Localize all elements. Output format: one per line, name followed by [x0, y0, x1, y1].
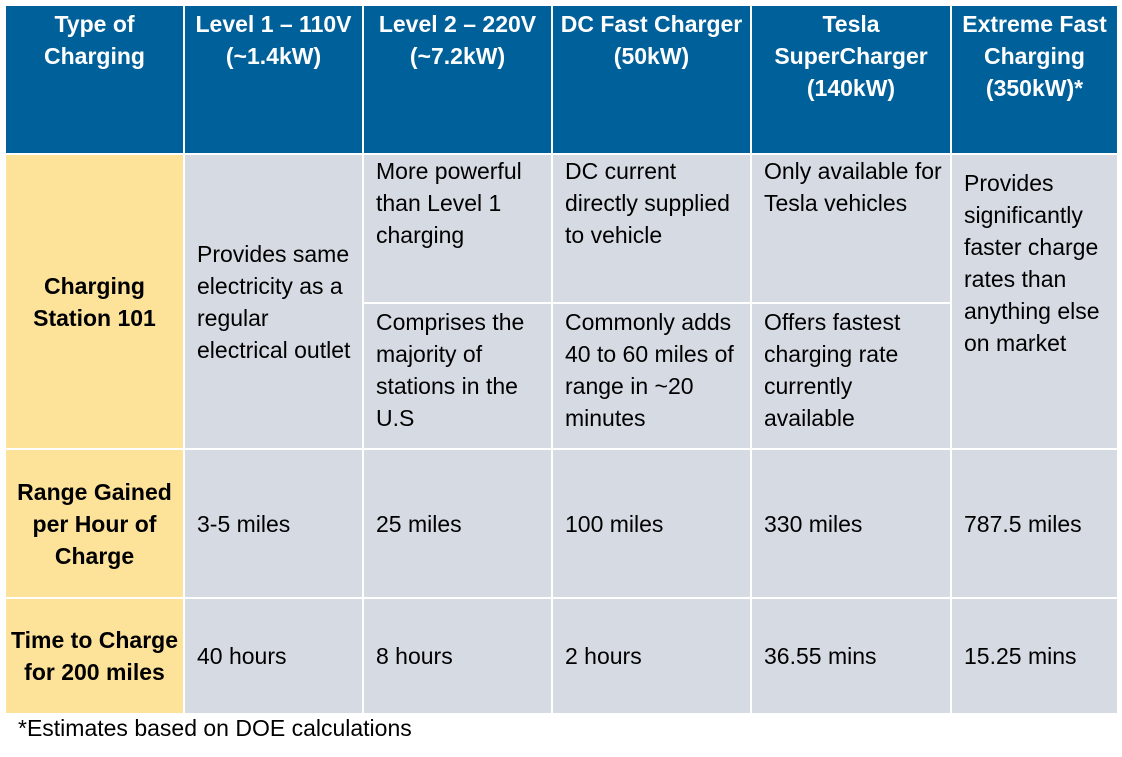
header-type-of-charging: Type of Charging: [4, 4, 185, 155]
cell-time-level-2: 8 hours: [362, 597, 553, 715]
table-row: Range Gained per Hour of Charge 3-5 mile…: [4, 448, 1119, 599]
cell-extreme-station: Provides significantly faster charge rat…: [950, 153, 1119, 450]
table-row: Time to Charge for 200 miles 40 hours 8 …: [4, 597, 1119, 715]
cell-time-extreme: 15.25 mins: [950, 597, 1119, 715]
header-row: Type of Charging Level 1 – 110V (~1.4kW)…: [4, 4, 1119, 155]
cell-range-extreme: 787.5 miles: [950, 448, 1119, 599]
cell-level-1-station: Provides same electricity as a regular e…: [183, 153, 364, 450]
cell-range-dc: 100 miles: [551, 448, 752, 599]
header-level-2: Level 2 – 220V (~7.2kW): [362, 4, 553, 155]
footnote: *Estimates based on DOE calculations: [18, 715, 412, 741]
cell-level-2-station-b: Comprises the majority of stations in th…: [362, 302, 553, 450]
header-dc-fast: DC Fast Charger (50kW): [551, 4, 752, 155]
cell-range-level-2: 25 miles: [362, 448, 553, 599]
cell-dc-station-b: Commonly adds 40 to 60 miles of range in…: [551, 302, 752, 450]
header-extreme-fast: Extreme Fast Charging (350kW)*: [950, 4, 1119, 155]
header-tesla-supercharger: Tesla SuperCharger (140kW): [750, 4, 952, 155]
cell-range-tesla: 330 miles: [750, 448, 952, 599]
cell-time-dc: 2 hours: [551, 597, 752, 715]
cell-time-level-1: 40 hours: [183, 597, 364, 715]
table-row: Comprises the majority of stations in th…: [5, 302, 1118, 450]
table-row: Charging Station 101 Provides same elect…: [4, 153, 1119, 450]
cell-range-level-1: 3-5 miles: [183, 448, 364, 599]
row-label-station-101: Charging Station 101: [4, 153, 185, 450]
cell-tesla-station-a: Only available for Tesla vehicles: [750, 153, 952, 304]
header-level-1: Level 1 – 110V (~1.4kW): [183, 4, 364, 155]
cell-time-tesla: 36.55 mins: [750, 597, 952, 715]
cell-tesla-station-b: Offers fastest charging rate currently a…: [750, 302, 952, 450]
cell-level-2-station-a: More powerful than Level 1 charging: [362, 153, 553, 304]
row-label-time: Time to Charge for 200 miles: [4, 597, 185, 715]
row-label-range: Range Gained per Hour of Charge: [4, 448, 185, 599]
cell-dc-station-a: DC current directly supplied to vehicle: [551, 153, 752, 304]
charging-comparison-table: Type of Charging Level 1 – 110V (~1.4kW)…: [4, 4, 1119, 715]
